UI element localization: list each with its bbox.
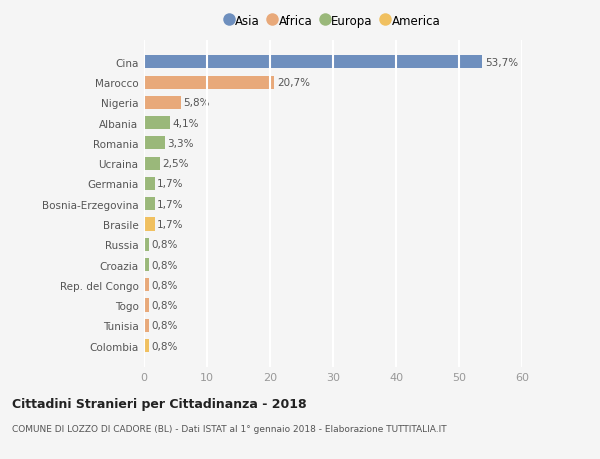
Text: 0,8%: 0,8% bbox=[152, 240, 178, 250]
Text: 0,8%: 0,8% bbox=[152, 300, 178, 310]
Bar bbox=[144, 76, 274, 90]
Bar bbox=[144, 319, 149, 332]
Text: 20,7%: 20,7% bbox=[277, 78, 310, 88]
Bar bbox=[144, 299, 149, 312]
Text: 3,3%: 3,3% bbox=[167, 139, 194, 149]
Bar bbox=[144, 238, 149, 251]
Bar bbox=[144, 279, 149, 292]
Text: Cittadini Stranieri per Cittadinanza - 2018: Cittadini Stranieri per Cittadinanza - 2… bbox=[12, 397, 307, 410]
Text: 0,8%: 0,8% bbox=[152, 280, 178, 290]
Bar bbox=[144, 117, 170, 130]
Text: 1,7%: 1,7% bbox=[157, 199, 184, 209]
Text: COMUNE DI LOZZO DI CADORE (BL) - Dati ISTAT al 1° gennaio 2018 - Elaborazione TU: COMUNE DI LOZZO DI CADORE (BL) - Dati IS… bbox=[12, 425, 446, 434]
Text: 0,8%: 0,8% bbox=[152, 260, 178, 270]
Text: 0,8%: 0,8% bbox=[152, 341, 178, 351]
Text: 4,1%: 4,1% bbox=[172, 118, 199, 129]
Bar bbox=[144, 198, 155, 211]
Bar bbox=[144, 258, 149, 271]
Bar bbox=[144, 56, 482, 69]
Bar bbox=[144, 218, 155, 231]
Text: 1,7%: 1,7% bbox=[157, 179, 184, 189]
Text: 2,5%: 2,5% bbox=[162, 159, 189, 169]
Bar bbox=[144, 137, 165, 150]
Text: 0,8%: 0,8% bbox=[152, 320, 178, 330]
Bar bbox=[144, 96, 181, 110]
Text: 53,7%: 53,7% bbox=[485, 58, 518, 67]
Text: 5,8%: 5,8% bbox=[183, 98, 209, 108]
Bar bbox=[144, 339, 149, 353]
Text: 1,7%: 1,7% bbox=[157, 219, 184, 230]
Bar bbox=[144, 157, 160, 170]
Legend: Asia, Africa, Europa, America: Asia, Africa, Europa, America bbox=[226, 15, 440, 28]
Bar bbox=[144, 178, 155, 190]
